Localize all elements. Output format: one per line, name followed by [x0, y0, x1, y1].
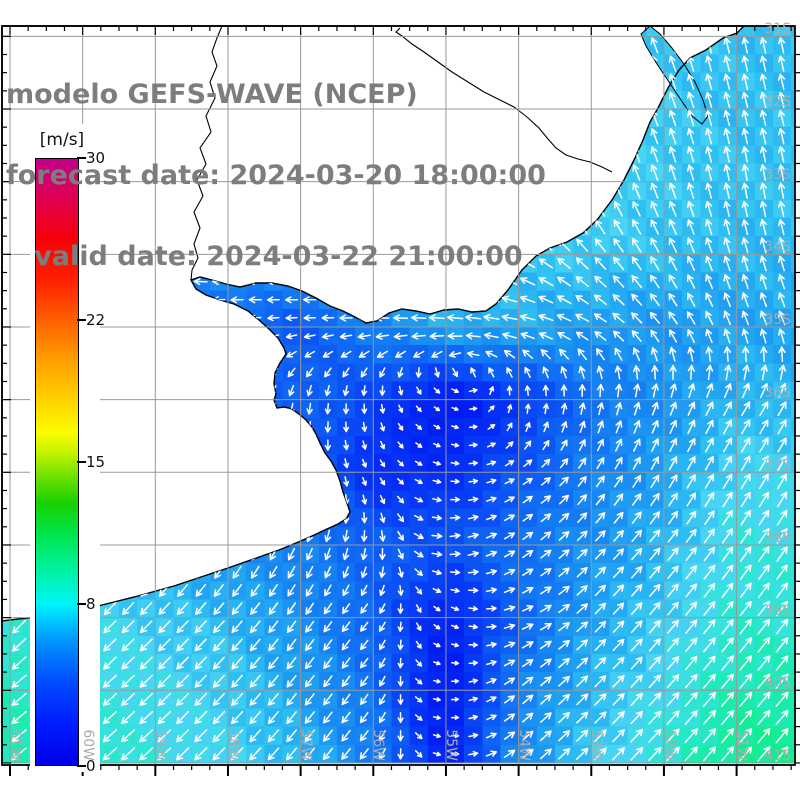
colorbar-tick-mark	[77, 603, 86, 605]
title-model: modelo GEFS-WAVE (NCEP)	[6, 79, 418, 110]
colorbar-tick-mark	[77, 765, 86, 767]
colorbar-tick-label: 0	[86, 757, 96, 775]
colorbar-tick-label: 22	[86, 311, 106, 330]
colorbar-unit-label: [m/s]	[39, 130, 85, 150]
axis-frame	[1, 25, 800, 776]
colorbar: [m/s] 30 22 15 8 0	[30, 124, 105, 775]
title-forecast-date: forecast date: 2024-03-20 18:00:00	[6, 160, 546, 191]
colorbar-tick-mark	[77, 461, 86, 463]
colorbar-tick-label: 15	[86, 453, 106, 471]
river-negro-border	[395, 27, 613, 173]
figure-titles: modelo GEFS-WAVE (NCEP) forecast date: 2…	[6, 27, 546, 324]
colorbar-tick-label: 8	[86, 594, 96, 613]
river-uruguay	[190, 25, 223, 281]
colorbar-tick-mark	[77, 319, 86, 321]
colorbar-tick-mark	[77, 157, 86, 159]
colorbar-tick-label: 30	[86, 149, 106, 167]
title-valid-date: valid date: 2024-03-22 21:00:00	[6, 241, 523, 272]
